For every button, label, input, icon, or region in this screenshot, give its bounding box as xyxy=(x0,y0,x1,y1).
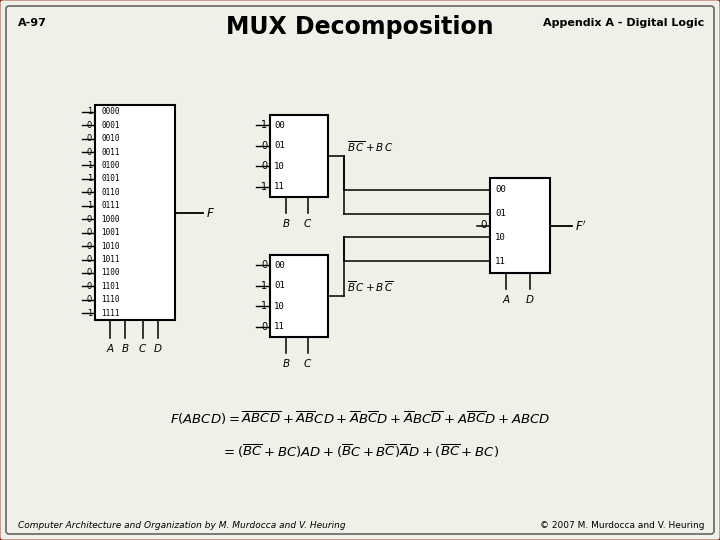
Text: 0000: 0000 xyxy=(101,107,120,116)
Text: 0: 0 xyxy=(86,268,92,278)
Text: 10: 10 xyxy=(274,162,284,171)
Text: 0: 0 xyxy=(261,141,267,151)
Text: $C$: $C$ xyxy=(303,217,312,229)
Text: 1: 1 xyxy=(261,301,267,311)
Text: 0: 0 xyxy=(261,322,267,332)
Text: 0: 0 xyxy=(86,215,92,224)
Text: 1: 1 xyxy=(86,201,92,210)
Text: $C$: $C$ xyxy=(138,342,148,354)
Text: 00: 00 xyxy=(495,185,505,194)
Text: 1110: 1110 xyxy=(101,295,120,305)
Text: 11: 11 xyxy=(274,322,284,331)
Text: 10: 10 xyxy=(495,233,505,242)
Text: 0: 0 xyxy=(86,228,92,237)
Text: 0: 0 xyxy=(86,134,92,143)
Text: $B$: $B$ xyxy=(282,357,290,369)
Text: 10: 10 xyxy=(274,302,284,310)
Text: 01: 01 xyxy=(495,209,505,218)
Text: 0: 0 xyxy=(86,147,92,157)
Text: 1: 1 xyxy=(86,161,92,170)
Text: $F(ABCD) = \overline{A}\overline{B}\overline{C}\overline{D} + \overline{A}\overl: $F(ABCD) = \overline{A}\overline{B}\over… xyxy=(170,410,550,427)
Text: $\overline{B}\,\overline{C}+B\,C$: $\overline{B}\,\overline{C}+B\,C$ xyxy=(347,139,394,154)
Text: $F'$: $F'$ xyxy=(575,219,587,234)
Text: 1010: 1010 xyxy=(101,241,120,251)
Text: 0111: 0111 xyxy=(101,201,120,210)
Text: Computer Architecture and Organization by M. Murdocca and V. Heuring: Computer Architecture and Organization b… xyxy=(18,521,346,530)
Text: 0: 0 xyxy=(86,241,92,251)
Text: $D$: $D$ xyxy=(526,293,535,305)
Text: 0: 0 xyxy=(480,220,487,231)
Text: 1: 1 xyxy=(86,174,92,184)
Text: 11: 11 xyxy=(495,256,505,266)
Text: 01: 01 xyxy=(274,281,284,291)
Text: 00: 00 xyxy=(274,261,284,270)
Text: 0: 0 xyxy=(86,295,92,305)
Text: 1: 1 xyxy=(261,182,267,192)
FancyBboxPatch shape xyxy=(6,6,714,534)
Text: 0: 0 xyxy=(261,161,267,171)
Bar xyxy=(270,255,328,337)
Text: 0: 0 xyxy=(86,120,92,130)
Bar xyxy=(490,178,550,273)
Text: 1: 1 xyxy=(86,107,92,116)
Text: 0: 0 xyxy=(86,188,92,197)
Text: $A$: $A$ xyxy=(502,293,510,305)
Text: 0: 0 xyxy=(261,260,267,270)
Text: 0011: 0011 xyxy=(101,147,120,157)
Text: 1100: 1100 xyxy=(101,268,120,278)
Text: $B$: $B$ xyxy=(121,342,130,354)
Text: 01: 01 xyxy=(274,141,284,150)
Text: $= (\overline{B}\overline{C} + BC)AD + (\overline{B}C + B\overline{C})\overline{: $= (\overline{B}\overline{C} + BC)AD + (… xyxy=(221,443,499,460)
Text: A-97: A-97 xyxy=(18,18,47,28)
Text: 1101: 1101 xyxy=(101,282,120,291)
Text: 0101: 0101 xyxy=(101,174,120,184)
Text: 1: 1 xyxy=(261,281,267,291)
Text: $\overline{B}\,C+B\,\overline{C}$: $\overline{B}\,C+B\,\overline{C}$ xyxy=(347,279,394,294)
Text: 0010: 0010 xyxy=(101,134,120,143)
Text: MUX Decomposition: MUX Decomposition xyxy=(226,15,494,39)
Bar xyxy=(270,115,328,197)
Text: 1: 1 xyxy=(261,120,267,130)
Text: 00: 00 xyxy=(274,121,284,130)
Text: Appendix A - Digital Logic: Appendix A - Digital Logic xyxy=(543,18,704,28)
Text: 0001: 0001 xyxy=(101,120,120,130)
Text: © 2007 M. Murdocca and V. Heuring: © 2007 M. Murdocca and V. Heuring xyxy=(539,521,704,530)
Text: 1: 1 xyxy=(86,309,92,318)
Text: 1011: 1011 xyxy=(101,255,120,264)
Text: $C$: $C$ xyxy=(303,357,312,369)
Text: $D$: $D$ xyxy=(153,342,163,354)
Text: $B$: $B$ xyxy=(282,217,290,229)
Text: 1001: 1001 xyxy=(101,228,120,237)
Text: 1000: 1000 xyxy=(101,215,120,224)
Text: 0110: 0110 xyxy=(101,188,120,197)
Text: 11: 11 xyxy=(274,183,284,191)
Text: 0100: 0100 xyxy=(101,161,120,170)
Bar xyxy=(95,105,175,320)
Text: 1111: 1111 xyxy=(101,309,120,318)
Text: 0: 0 xyxy=(86,282,92,291)
Text: $F$: $F$ xyxy=(206,207,215,220)
Text: $A$: $A$ xyxy=(106,342,114,354)
Text: 0: 0 xyxy=(86,255,92,264)
